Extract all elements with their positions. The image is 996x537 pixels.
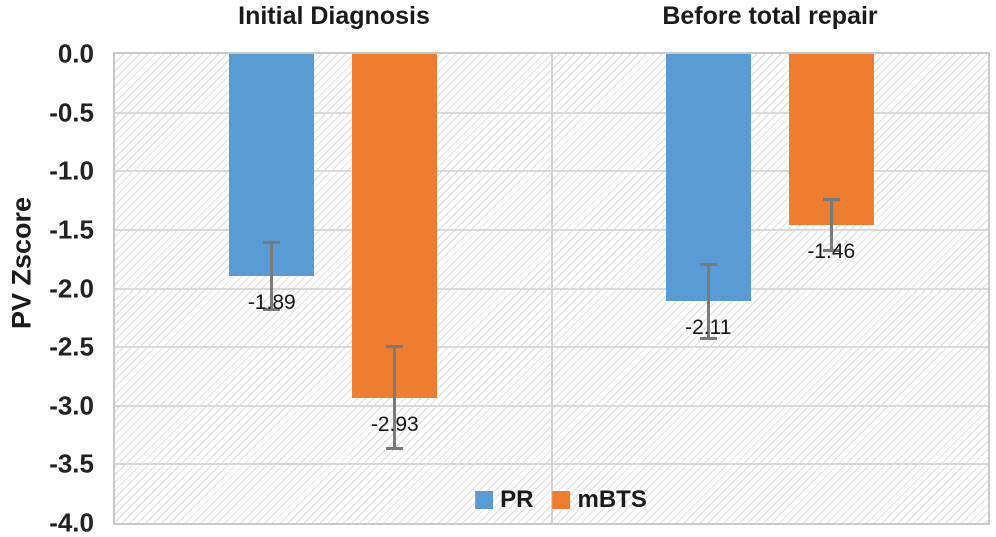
y-tick-label: -3.0 [49,390,94,421]
error-bar-cap-top [386,344,404,348]
error-bar-line [706,263,710,339]
data-label: -1.46 [807,240,856,264]
legend-item-pr: PR [475,486,534,513]
y-tick-label: -1.5 [49,214,94,245]
legend: PR mBTS [475,488,647,512]
error-bar-cap-bottom [699,336,717,340]
bar-pr-0 [229,54,315,276]
category-title-initial-diagnosis: Initial Diagnosis [238,2,430,30]
y-tick-label: -4.0 [49,507,94,537]
error-bar-cap-top [699,262,717,266]
legend-label-mbts: mBTS [577,486,647,513]
y-tick-label: -3.5 [49,448,94,479]
error-bar-cap-bottom [386,447,404,451]
legend-swatch-pr [475,491,494,509]
data-label: -2.11 [685,316,732,340]
error-bar-cap-top [263,240,281,244]
error-bar-cap-bottom [822,248,840,252]
legend-item-mbts: mBTS [552,486,647,513]
error-bar-cap-top [822,198,840,202]
bar-mbts-0 [352,54,438,398]
y-tick-label: 0.0 [57,38,94,69]
y-tick-label: -0.5 [49,97,94,128]
error-bar-cap-bottom [263,307,281,311]
y-tick-label: -2.0 [49,273,94,303]
legend-swatch-mbts [552,491,571,509]
vertical-gridline [550,54,553,523]
bar-pr-1 [665,54,751,302]
error-bar-line [393,345,397,450]
data-label: -1.89 [247,290,296,314]
data-label: -2.93 [370,412,419,436]
y-tick-label: -2.5 [49,331,94,362]
error-bar-line [829,199,833,251]
y-tick-label: -1.0 [49,155,94,186]
bar-mbts-1 [788,54,874,226]
category-title-before-total-repair: Before total repair [662,2,878,30]
error-bar-line [270,241,274,310]
legend-label-pr: PR [500,486,534,513]
